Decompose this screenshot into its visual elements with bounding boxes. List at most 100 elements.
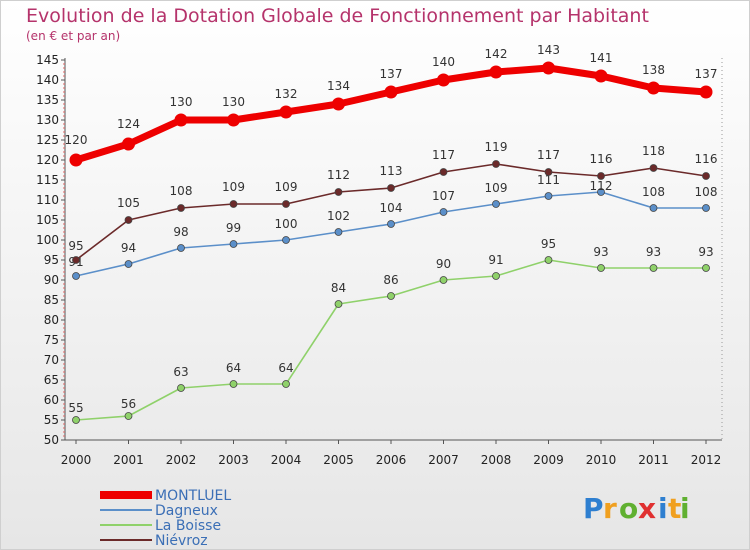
- data-label: 94: [121, 241, 136, 255]
- data-label: 104: [380, 201, 403, 215]
- legend-label: Niévroz: [155, 533, 208, 549]
- data-label: 137: [695, 67, 718, 81]
- data-point: [227, 113, 240, 127]
- data-label: 55: [68, 401, 83, 415]
- data-point: [649, 204, 658, 212]
- data-label: 134: [327, 79, 350, 93]
- data-point: [594, 69, 608, 83]
- data-label: 119: [485, 140, 508, 154]
- data-point: [122, 137, 135, 151]
- y-tick-label: 95: [44, 253, 59, 267]
- chart-subtitle: (en € et par an): [26, 29, 120, 43]
- data-point: [439, 208, 448, 216]
- data-label: 124: [117, 117, 140, 131]
- y-tick-label: 90: [44, 273, 59, 287]
- data-label: 112: [590, 179, 613, 193]
- y-tick-label: 130: [36, 113, 59, 127]
- data-point: [702, 204, 710, 212]
- data-label: 95: [68, 239, 83, 253]
- data-label: 99: [226, 221, 241, 235]
- data-label: 107: [432, 189, 455, 203]
- data-label: 90: [436, 257, 451, 271]
- y-tick-label: 75: [44, 333, 59, 347]
- data-label: 63: [173, 365, 188, 379]
- data-point: [437, 73, 450, 87]
- data-point: [282, 200, 290, 208]
- brand-letter: i: [658, 492, 668, 525]
- data-point: [702, 172, 710, 180]
- data-label: 132: [275, 87, 298, 101]
- data-point: [177, 244, 185, 252]
- data-point: [124, 260, 133, 268]
- chart-title: Evolution de la Dotation Globale de Fonc…: [26, 5, 649, 27]
- data-label: 95: [541, 237, 556, 251]
- data-label: 141: [590, 51, 613, 65]
- x-tick-label: 2001: [113, 453, 144, 467]
- data-point: [544, 168, 553, 176]
- x-tick-label: 2006: [376, 453, 407, 467]
- series-dagneux: 91 94 98 99 100 102 104 107 109 111 112 108 108: [68, 173, 717, 280]
- data-label: 111: [537, 173, 560, 187]
- data-point: [387, 184, 395, 192]
- y-tick-label: 85: [44, 293, 59, 307]
- x-tick-label: 2008: [481, 453, 512, 467]
- y-tick-label: 110: [36, 193, 59, 207]
- data-point: [282, 380, 290, 388]
- data-point: [72, 256, 80, 264]
- data-point: [597, 172, 605, 180]
- data-point: [597, 264, 605, 272]
- data-point: [387, 292, 395, 300]
- data-point: [229, 200, 238, 208]
- data-point: [282, 236, 290, 244]
- data-point: [702, 264, 710, 272]
- data-label: 64: [278, 361, 293, 375]
- y-tick-label: 55: [44, 413, 59, 427]
- data-label: 98: [173, 225, 188, 239]
- data-label: 113: [380, 164, 403, 178]
- brand-letter: i: [680, 492, 690, 525]
- brand-letter: o: [619, 492, 638, 525]
- x-tick-label: 2005: [323, 453, 354, 467]
- data-point: [492, 200, 500, 208]
- data-point: [384, 85, 398, 99]
- data-point: [647, 81, 660, 95]
- data-point: [332, 97, 345, 111]
- data-point: [334, 188, 343, 196]
- data-point: [492, 160, 500, 168]
- y-tick-label: 140: [36, 73, 59, 87]
- data-label: 102: [327, 209, 350, 223]
- data-label: 112: [327, 168, 350, 182]
- y-tick-label: 80: [44, 313, 59, 327]
- y-tick-label: 115: [36, 173, 59, 187]
- brand-letter: x: [638, 492, 656, 525]
- data-point: [649, 264, 658, 272]
- x-tick-label: 2004: [271, 453, 302, 467]
- x-tick-label: 2003: [218, 453, 249, 467]
- x-tick-label: 2011: [638, 453, 669, 467]
- data-point: [489, 65, 503, 79]
- y-tick-label: 60: [44, 393, 59, 407]
- data-point: [492, 272, 500, 280]
- y-tick-label: 100: [36, 233, 59, 247]
- data-label: 117: [432, 148, 455, 162]
- data-point: [439, 276, 448, 284]
- data-label: 91: [488, 253, 503, 267]
- data-label: 138: [642, 63, 665, 77]
- data-label: 120: [65, 133, 88, 147]
- x-tick-label: 2007: [428, 453, 459, 467]
- series-niévroz: 95 105 108 109 109 112 113 117 119 117 116 118 116: [68, 140, 717, 264]
- data-label: 108: [642, 185, 665, 199]
- data-point: [542, 61, 555, 75]
- data-point: [439, 168, 448, 176]
- data-label: 93: [593, 245, 608, 259]
- data-point: [387, 220, 395, 228]
- x-tick-label: 2012: [691, 453, 722, 467]
- data-label: 116: [695, 152, 718, 166]
- data-label: 143: [537, 43, 560, 57]
- data-label: 116: [590, 152, 613, 166]
- data-label: 84: [331, 281, 346, 295]
- x-tick-label: 2002: [166, 453, 197, 467]
